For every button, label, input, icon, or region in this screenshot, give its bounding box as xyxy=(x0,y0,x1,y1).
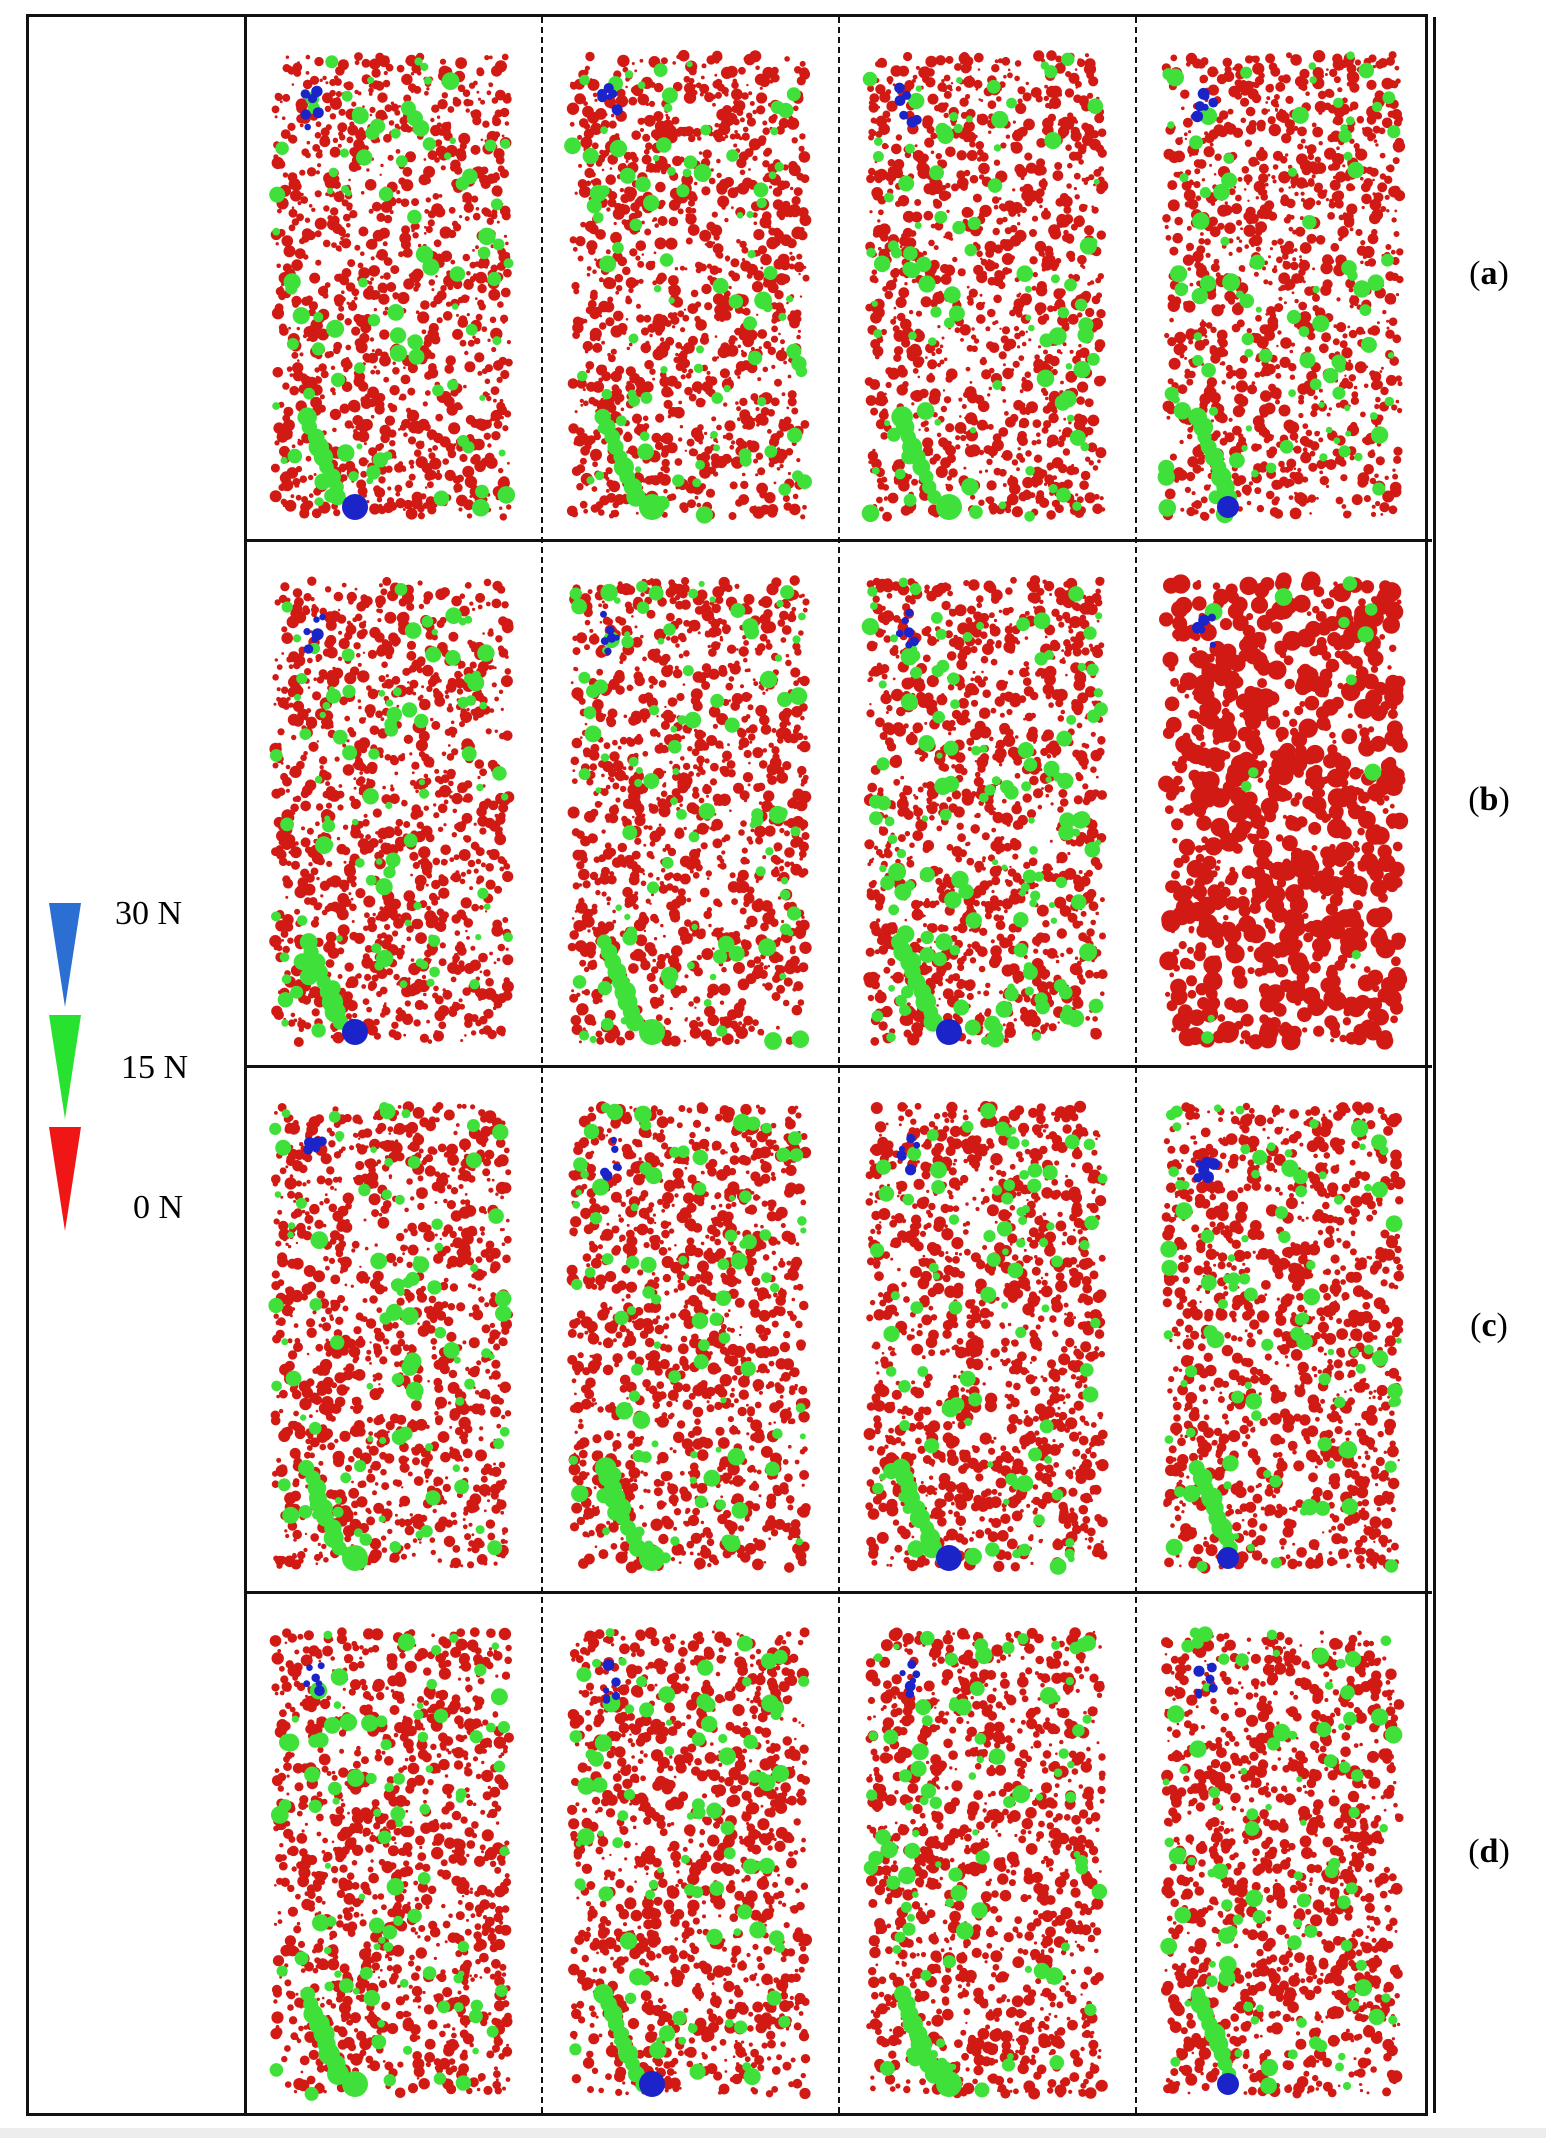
triangle-blue-icon xyxy=(49,903,81,1007)
particle-cloud xyxy=(1157,50,1406,524)
page-footer-bar xyxy=(0,2128,1546,2138)
label-column-divider xyxy=(1433,17,1436,2113)
particle-cloud xyxy=(1158,571,1409,1051)
legend-label-15n: 15 N xyxy=(121,1049,189,1086)
particle-panel-d-1 xyxy=(247,1594,541,2114)
particle-panel-c-4 xyxy=(1138,1068,1432,1588)
row-label-c: (c) xyxy=(1470,1307,1508,1344)
particle-cloud xyxy=(268,1101,514,1571)
particle-cloud xyxy=(567,575,812,1050)
row-divider xyxy=(244,539,1432,542)
particle-cloud xyxy=(567,1627,812,2100)
particle-panel-c-2 xyxy=(544,1068,838,1588)
particle-cloud xyxy=(269,52,516,521)
legend-label-0n: 0 N xyxy=(133,1189,184,1226)
particle-panel-b-2 xyxy=(544,542,838,1062)
particle-panel-b-1 xyxy=(247,542,541,1062)
particle-cloud xyxy=(564,49,812,524)
particle-cloud xyxy=(269,576,515,1047)
particle-cloud xyxy=(863,1627,1108,2100)
particle-panel-b-3 xyxy=(841,542,1135,1062)
particle-panel-a-4 xyxy=(1138,17,1432,537)
triangle-green-icon xyxy=(49,1015,81,1119)
particle-panel-a-3 xyxy=(841,17,1135,537)
particle-cloud xyxy=(566,1101,812,1574)
figure-table: (a) (b) (c) (d) 30 N 15 N 0 N xyxy=(26,14,1510,2116)
particle-panel-d-4 xyxy=(1138,1594,1432,2114)
row-label-d: (d) xyxy=(1468,1833,1510,1870)
triangle-red-icon xyxy=(49,1127,81,1231)
particle-panel-a-2 xyxy=(544,17,838,537)
particle-cloud xyxy=(1160,1101,1406,1574)
particle-cloud xyxy=(863,1100,1109,1575)
particle-cloud xyxy=(1160,1626,1405,2099)
legend-label-30n: 30 N xyxy=(115,895,183,932)
particle-panel-c-3 xyxy=(841,1068,1135,1588)
row-label-b: (b) xyxy=(1468,781,1510,818)
particle-cloud xyxy=(861,50,1109,523)
row-divider xyxy=(244,1591,1432,1594)
particle-cloud xyxy=(861,575,1108,1048)
particle-panel-d-3 xyxy=(841,1594,1135,2114)
particle-panel-d-2 xyxy=(544,1594,838,2114)
particle-panel-b-4 xyxy=(1138,542,1432,1062)
particle-panel-c-1 xyxy=(247,1068,541,1588)
row-divider xyxy=(244,1065,1432,1068)
particle-cloud xyxy=(269,1627,514,2101)
particle-panel-a-1 xyxy=(247,17,541,537)
row-label-a: (a) xyxy=(1469,255,1509,292)
